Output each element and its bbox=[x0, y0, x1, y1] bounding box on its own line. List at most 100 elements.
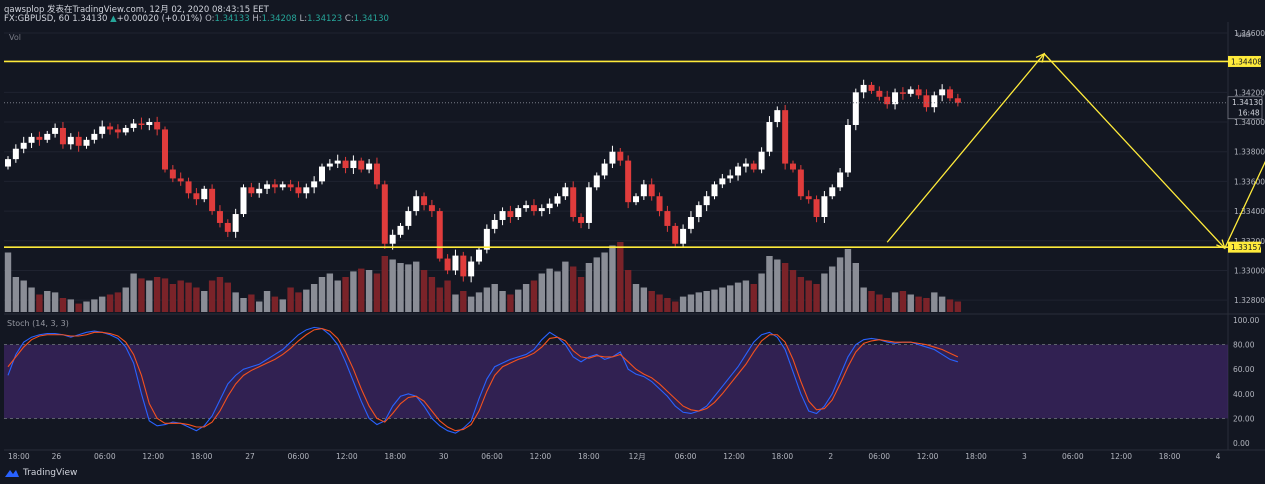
candle-body bbox=[633, 196, 639, 203]
volume-bar bbox=[899, 291, 907, 312]
low-label: L: bbox=[299, 14, 308, 24]
candle-body bbox=[672, 225, 679, 244]
stoch-tick-label: 40.00 bbox=[1233, 390, 1255, 399]
volume-bar bbox=[907, 294, 914, 312]
candle-body bbox=[12, 148, 19, 160]
candle-body bbox=[844, 124, 851, 173]
brand[interactable]: TradingView bbox=[4, 468, 77, 478]
arrowhead-icon bbox=[1216, 239, 1226, 250]
candle-body bbox=[507, 211, 514, 218]
volume-bar bbox=[444, 280, 451, 312]
time-tick-label: 2 bbox=[828, 452, 833, 461]
candle-body bbox=[797, 169, 804, 197]
candle-body bbox=[727, 175, 734, 179]
symbol-ohlc-line: FX:GBPUSD, 60 1.34130 ▲+0.00020 (+0.01%)… bbox=[4, 14, 389, 24]
candle-body bbox=[742, 163, 749, 167]
volume-bar bbox=[216, 277, 224, 312]
volume-bar bbox=[420, 270, 428, 312]
volume-bar bbox=[169, 284, 177, 312]
time-tick-label: 06:00 bbox=[1062, 452, 1084, 461]
candle-body bbox=[578, 217, 585, 223]
candle-body bbox=[625, 160, 632, 203]
candle-body bbox=[562, 187, 569, 197]
candle-body bbox=[538, 208, 545, 212]
volume-bar bbox=[467, 296, 475, 312]
candle-body bbox=[460, 255, 467, 277]
volume-bar bbox=[687, 294, 695, 312]
candle-body bbox=[209, 188, 216, 212]
candle-body bbox=[107, 126, 114, 130]
candle-body bbox=[248, 187, 255, 194]
candle-body bbox=[601, 163, 608, 176]
candle-body bbox=[468, 261, 475, 277]
volume-bar bbox=[146, 280, 153, 312]
price-tick-label: 1.33600 bbox=[1234, 177, 1265, 186]
candle-body bbox=[483, 228, 490, 250]
volume-bar bbox=[114, 292, 122, 312]
volume-bar bbox=[452, 294, 459, 312]
candle-body bbox=[640, 184, 647, 197]
open-value: 1.34133 bbox=[214, 14, 250, 24]
candle-body bbox=[44, 133, 51, 140]
candle-body bbox=[664, 211, 671, 226]
volume-bar bbox=[813, 284, 820, 312]
candle-body bbox=[530, 205, 537, 212]
volume-bar bbox=[538, 273, 545, 312]
volume-bar bbox=[256, 301, 263, 312]
volume-bar bbox=[4, 252, 12, 312]
candle-body bbox=[719, 178, 726, 185]
candle-body bbox=[829, 187, 836, 197]
volume-bar bbox=[373, 273, 381, 312]
candle-body bbox=[703, 196, 710, 206]
volume-bar bbox=[617, 242, 624, 312]
candle-body bbox=[915, 89, 922, 96]
volume-bar bbox=[130, 273, 137, 312]
candle-body bbox=[428, 205, 435, 212]
time-tick-label: 06:00 bbox=[481, 452, 503, 461]
candle-body bbox=[954, 98, 961, 103]
time-tick-label: 18:00 bbox=[8, 452, 30, 461]
last-price: 1.34130 bbox=[72, 14, 108, 24]
candle-body bbox=[177, 178, 184, 182]
symbol[interactable]: FX:GBPUSD, 60 bbox=[4, 14, 70, 24]
volume-bar bbox=[20, 280, 27, 312]
volume-bar bbox=[326, 273, 334, 312]
candle-body bbox=[860, 84, 867, 93]
candle-body bbox=[122, 127, 129, 133]
candle-body bbox=[52, 127, 59, 134]
candle-body bbox=[821, 196, 828, 218]
volume-bar bbox=[232, 292, 239, 312]
candle-body bbox=[295, 187, 302, 194]
candle-body bbox=[695, 205, 702, 218]
time-tick-label: 12:00 bbox=[917, 452, 939, 461]
candle-body bbox=[279, 184, 286, 188]
price-tick-label: 1.32800 bbox=[1234, 296, 1265, 305]
volume-bar bbox=[287, 287, 294, 312]
price-tick-label: 1.34000 bbox=[1234, 118, 1265, 127]
volume-bar bbox=[75, 303, 82, 312]
volume-bar bbox=[279, 299, 286, 312]
price-tick-label: 1.34200 bbox=[1234, 88, 1265, 97]
candle-body bbox=[421, 196, 428, 206]
candle-body bbox=[358, 160, 365, 170]
candle-body bbox=[185, 181, 192, 194]
candle-body bbox=[114, 129, 121, 133]
time-tick-label: 3 bbox=[1022, 452, 1027, 461]
volume-bar bbox=[789, 270, 797, 312]
candle-body bbox=[83, 139, 90, 146]
time-tick-label: 18:00 bbox=[578, 452, 600, 461]
candle-body bbox=[436, 211, 443, 259]
stoch-band bbox=[4, 344, 1228, 419]
high-label: H: bbox=[252, 14, 262, 24]
candle-body bbox=[67, 136, 74, 145]
volume-bar bbox=[766, 256, 773, 312]
volume-bar bbox=[342, 277, 349, 312]
volume-bar bbox=[648, 291, 655, 312]
volume-bar bbox=[931, 292, 938, 312]
low-value: 1.34123 bbox=[307, 14, 343, 24]
volume-bar bbox=[876, 294, 883, 312]
candle-body bbox=[366, 163, 373, 170]
volume-bar bbox=[248, 294, 255, 312]
volume-bar bbox=[868, 291, 875, 312]
